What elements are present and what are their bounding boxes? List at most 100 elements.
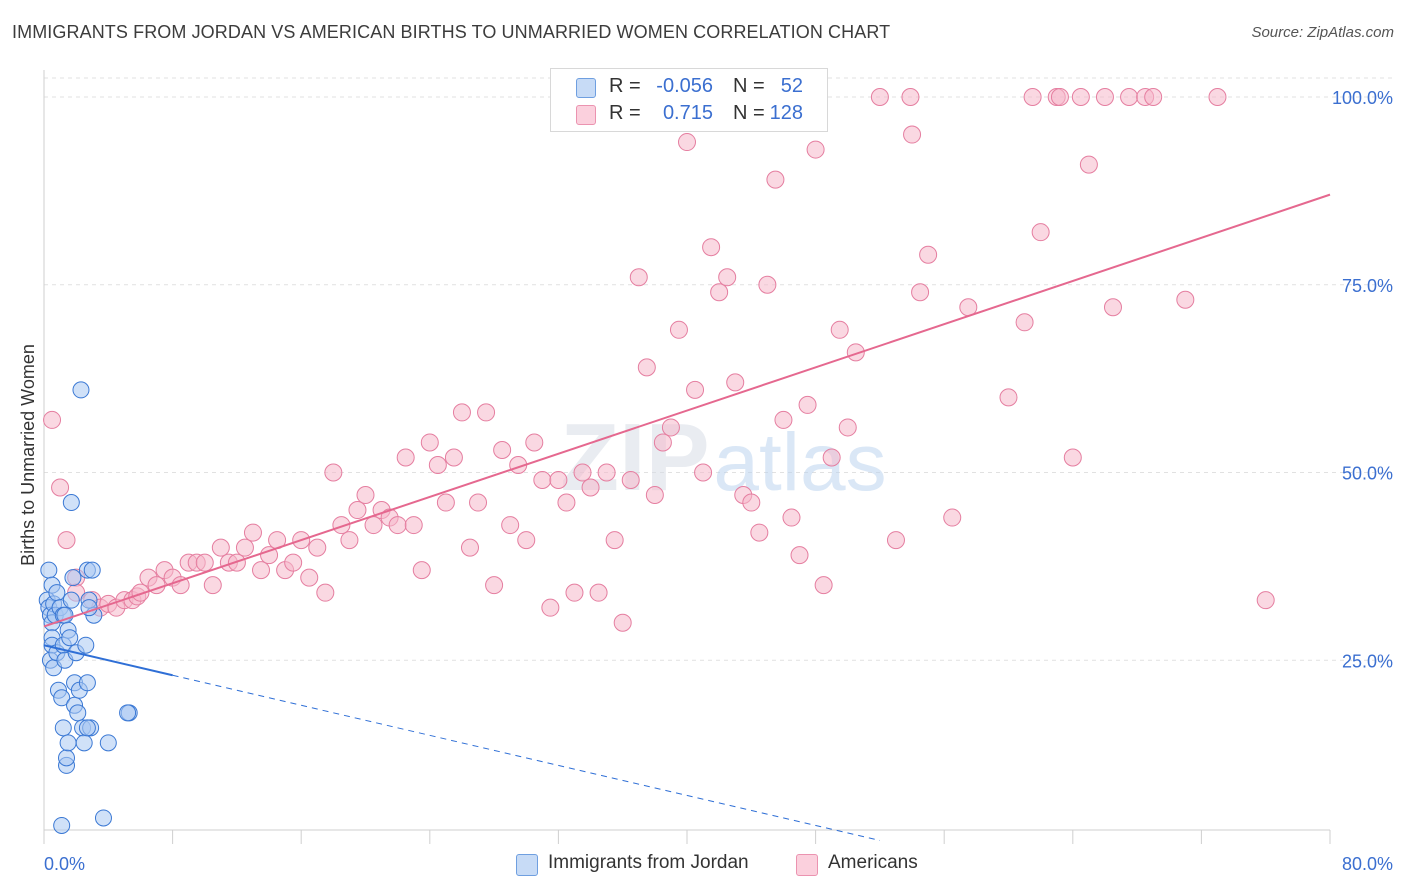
legend-r-value: -0.056	[656, 75, 713, 97]
americans-point	[364, 516, 383, 535]
americans-point	[1144, 88, 1163, 106]
americans-point	[686, 380, 705, 399]
x-tick-labels: 0.0% 80.0%	[44, 854, 1393, 874]
americans-point	[1079, 155, 1098, 174]
americans-point	[1050, 88, 1069, 106]
correlation-legend: R = -0.056 N = 52 R = 0.715 N = 128	[550, 68, 828, 132]
americans-point	[412, 561, 431, 580]
jordan-point	[72, 381, 90, 399]
jordan-trendline-extension	[172, 674, 881, 841]
legend-swatch-americans	[576, 105, 596, 125]
jordan-point	[53, 689, 71, 707]
legend-row-jordan: R = -0.056 N = 52	[551, 75, 827, 101]
americans-point	[694, 463, 713, 482]
americans-point	[452, 403, 471, 422]
americans-point	[830, 320, 849, 339]
americans-point	[645, 486, 664, 505]
jordan-point	[78, 719, 96, 737]
americans-point	[573, 463, 592, 482]
americans-point	[798, 395, 817, 414]
bottom-legend-label-jordan: Immigrants from Jordan	[548, 852, 749, 873]
americans-point	[501, 516, 520, 535]
americans-point	[911, 283, 930, 302]
americans-point	[718, 268, 737, 287]
americans-point	[195, 553, 214, 572]
americans-point	[774, 410, 793, 429]
bottom-legend-label-americans: Americans	[828, 852, 918, 873]
jordan-points	[38, 381, 138, 834]
americans-point	[420, 433, 439, 452]
americans-point	[943, 508, 962, 527]
legend-swatch-jordan	[576, 78, 596, 98]
y-tick-labels: 25.0% 50.0% 75.0% 100.0%	[1332, 88, 1393, 671]
jordan-point	[61, 629, 79, 647]
y-axis-label: Births to Unmarried Women	[18, 344, 38, 566]
jordan-point	[99, 734, 117, 752]
jordan-point	[77, 636, 95, 654]
jordan-point	[83, 561, 101, 579]
americans-point	[493, 440, 512, 459]
americans-point	[790, 546, 809, 565]
americans-point	[678, 133, 696, 152]
y-tick-label: 25.0%	[1342, 651, 1393, 671]
legend-n-label: N =	[733, 102, 765, 124]
americans-point	[758, 275, 777, 294]
americans-point	[211, 538, 230, 557]
bottom-legend-swatch-jordan	[516, 854, 538, 876]
gridlines	[44, 77, 1392, 661]
jordan-point	[59, 734, 77, 752]
legend-row-americans: R = 0.715 N = 128	[551, 102, 827, 128]
americans-point	[517, 531, 536, 550]
americans-point	[469, 493, 488, 512]
americans-point	[1095, 88, 1114, 106]
americans-point	[533, 471, 552, 490]
americans-point	[324, 463, 343, 482]
americans-point	[653, 433, 672, 452]
americans-point	[1063, 448, 1082, 467]
legend-r-label: R =	[609, 102, 641, 124]
americans-point	[316, 583, 335, 602]
americans-point	[356, 486, 375, 505]
americans-point	[999, 388, 1018, 407]
americans-point	[1208, 88, 1227, 106]
americans-points	[43, 88, 1275, 632]
americans-point	[131, 583, 150, 602]
americans-point	[814, 576, 833, 595]
americans-point	[1120, 88, 1139, 106]
americans-point	[661, 418, 680, 437]
americans-point	[1023, 88, 1042, 106]
jordan-point	[64, 569, 82, 587]
americans-point	[1176, 290, 1195, 309]
x-tick-label: 80.0%	[1342, 854, 1393, 874]
americans-point	[332, 516, 351, 535]
jordan-point	[94, 809, 112, 827]
americans-point	[901, 88, 920, 106]
americans-trendline	[43, 193, 1331, 628]
americans-point	[870, 88, 889, 106]
americans-point	[308, 538, 327, 557]
americans-point	[710, 283, 729, 302]
americans-point	[428, 455, 447, 474]
americans-point	[613, 613, 632, 632]
y-tick-label: 75.0%	[1342, 276, 1393, 296]
axes	[43, 70, 1331, 844]
americans-point	[203, 576, 222, 595]
americans-point	[766, 170, 785, 189]
chart-title: IMMIGRANTS FROM JORDAN VS AMERICAN BIRTH…	[12, 22, 891, 42]
americans-point	[637, 358, 656, 377]
americans-point	[1015, 313, 1034, 332]
americans-point	[597, 463, 616, 482]
americans-point	[806, 140, 825, 159]
chart-source: Source: ZipAtlas.com	[1251, 24, 1394, 41]
jordan-point	[54, 719, 72, 737]
americans-point	[621, 471, 640, 490]
americans-point	[444, 448, 463, 467]
americans-point	[235, 538, 254, 557]
americans-point	[340, 531, 359, 550]
americans-point	[919, 245, 938, 264]
americans-point	[669, 320, 688, 339]
americans-point	[742, 493, 761, 512]
y-tick-label: 100.0%	[1332, 88, 1393, 108]
jordan-point	[62, 591, 80, 609]
